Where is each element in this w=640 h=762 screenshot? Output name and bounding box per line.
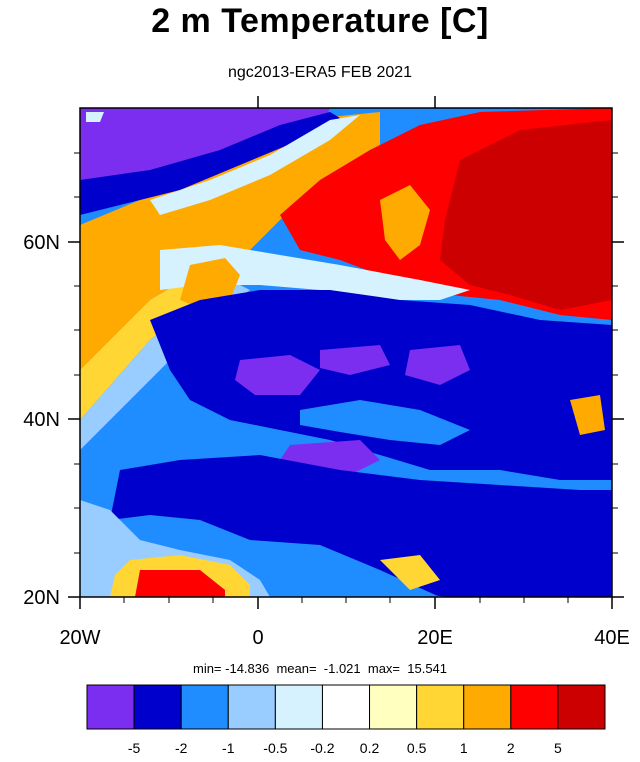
lon-labels: 20W 0 20E 40E — [59, 627, 629, 649]
colorbar-swatch — [274, 684, 323, 730]
colorbar-swatch — [133, 684, 182, 730]
south-warm-patch — [380, 555, 440, 590]
colorbar-label: 1 — [460, 740, 468, 756]
map-title: 2 m Temperature [C] — [151, 2, 489, 40]
lon-label-0: 0 — [252, 627, 263, 649]
colorbar-swatch — [510, 684, 559, 730]
colorbar-label: 2 — [507, 740, 515, 756]
colorbar-label: -0.2 — [310, 740, 334, 756]
lon-label-40e: 40E — [594, 627, 630, 649]
major-ticks — [68, 96, 624, 609]
arctic-blue-band — [80, 112, 340, 215]
north-transition-band — [160, 245, 470, 300]
colorbar-swatch — [86, 684, 135, 730]
colorbar-swatch — [416, 684, 465, 730]
colorbar-label: 0.2 — [360, 740, 380, 756]
map-field — [80, 108, 612, 597]
lon-label-20w: 20W — [59, 627, 100, 649]
colorbar-swatch — [321, 684, 371, 730]
colorbar: -5 -2 -1 -0.5 -0.2 0.2 0.5 1 2 5 — [86, 684, 606, 756]
southwest-hot-patch — [135, 570, 225, 597]
atlantic-warm-band — [80, 112, 380, 370]
northeast-very-hot-zone — [440, 120, 612, 310]
colorbar-swatch — [463, 684, 512, 730]
colorbar-swatch — [557, 684, 606, 730]
lat-labels: 60N 40N 20N — [23, 232, 60, 609]
colorbar-label: 5 — [554, 740, 562, 756]
mediterranean-band — [300, 400, 470, 445]
sahara-blue-zone — [250, 540, 440, 597]
map-subtitle: ngc2013-ERA5 FEB 2021 — [227, 64, 413, 81]
baltic-orange-patch — [380, 185, 430, 260]
colorbar-label: -2 — [175, 740, 188, 756]
cold-patch-alps — [320, 345, 390, 375]
colorbar-label: 0.5 — [407, 740, 427, 756]
stats-line: min= -14.836 mean= -1.021 max= 15.541 — [192, 661, 448, 676]
north-africa-cold-zone — [110, 455, 612, 597]
arctic-white-band — [150, 115, 360, 215]
central-europe-cold-zone — [150, 290, 612, 480]
lat-label-60n: 60N — [23, 232, 60, 254]
colorbar-label: -5 — [128, 740, 141, 756]
lon-label-20e: 20E — [417, 627, 453, 649]
colorbar-swatch — [227, 684, 276, 730]
colorbar-swatch — [369, 684, 418, 730]
cold-patch-2 — [405, 345, 470, 385]
arctic-corner-patch — [86, 112, 104, 122]
cold-patch-1 — [235, 355, 320, 395]
colorbar-swatch — [180, 684, 229, 730]
colorbar-label: -1 — [222, 740, 235, 756]
middle-east-warm-patch — [570, 395, 605, 435]
colorbar-label: -0.5 — [263, 740, 287, 756]
lat-label-40n: 40N — [23, 409, 60, 431]
minor-ticks — [74, 152, 618, 603]
lat-label-20n: 20N — [23, 587, 60, 609]
